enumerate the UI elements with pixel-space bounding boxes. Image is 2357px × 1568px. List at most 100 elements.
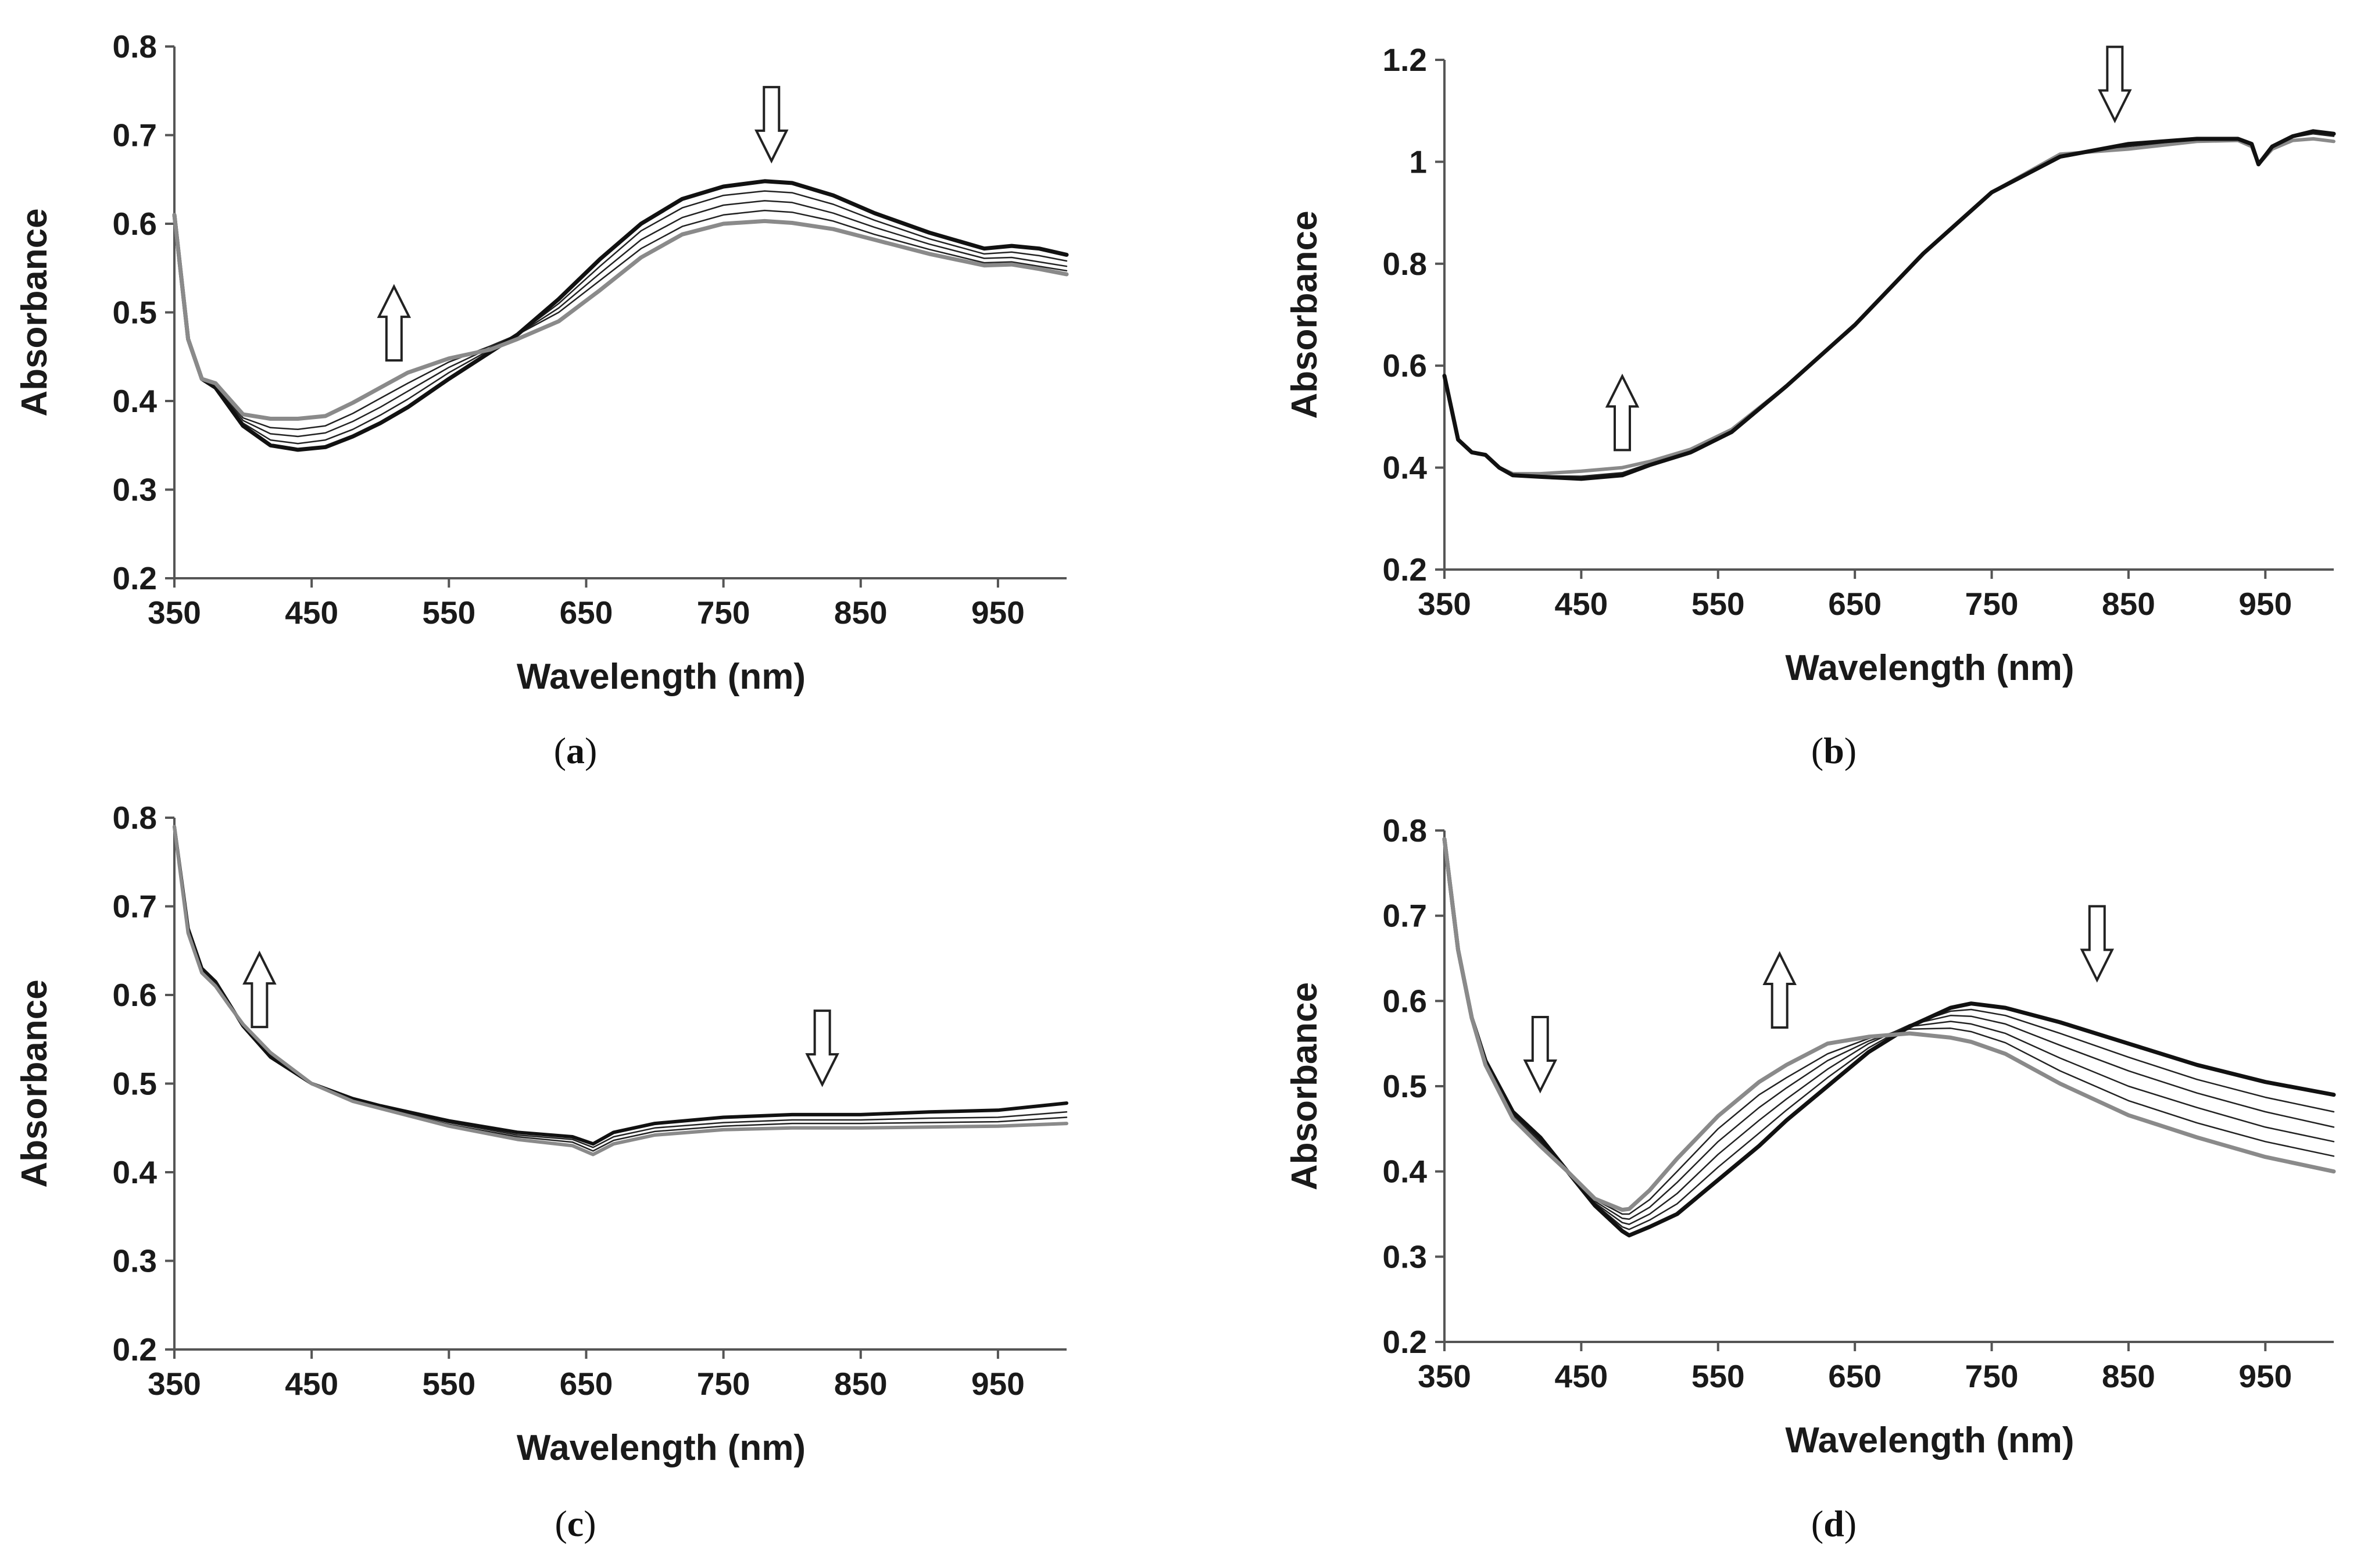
x-tick-label: 650 [1828, 1358, 1882, 1394]
y-tick-label: 0.4 [113, 1154, 158, 1190]
arrow-down-icon [1523, 1016, 1558, 1094]
series-line-initial [1442, 129, 2336, 481]
arrow-down-icon [805, 1009, 839, 1087]
y-tick-label: 0.2 [113, 560, 157, 596]
y-tick-label: 0.6 [1383, 348, 1427, 384]
x-tick-label: 450 [285, 1366, 338, 1402]
arrow-up-icon [242, 950, 277, 1029]
x-tick-label: 950 [971, 595, 1025, 631]
y-tick-label: 0.8 [1383, 812, 1427, 849]
y-tick-label: 0.8 [113, 28, 157, 65]
x-tick-label: 750 [1965, 586, 2019, 622]
x-axis-label: Wavelength (nm) [1785, 1420, 2074, 1460]
y-tick-label: 0.8 [1383, 246, 1427, 282]
series-line-t2 [1443, 838, 2335, 1225]
y-axis-label: Absorbance [15, 208, 55, 416]
series-line-initial [172, 179, 1069, 452]
y-tick-label: 0.3 [1383, 1238, 1427, 1275]
arrow-down-icon [2098, 45, 2132, 124]
arrow-up-icon [1762, 951, 1797, 1029]
arrow-down-icon [754, 85, 789, 164]
y-tick-label: 0.7 [113, 117, 157, 153]
y-tick-label: 0.7 [1383, 898, 1427, 934]
chart-svg: 0.2 0.3 0.4 0.5 0.6 0.7 0.8 350 450 550 650 750 850 9… [1285, 812, 2336, 1460]
x-tick-label: 550 [1691, 1358, 1745, 1394]
x-tick-label: 950 [2238, 1358, 2292, 1394]
arrow-up-icon [1605, 373, 1640, 452]
x-tick-label: 450 [1555, 586, 1608, 622]
series-line-final [172, 213, 1069, 421]
x-tick-label: 750 [697, 1366, 750, 1402]
series-line-t1 [173, 190, 1068, 445]
series-line-final [1443, 137, 2335, 476]
x-tick-label: 550 [422, 1366, 475, 1402]
series-line-initial [173, 825, 1068, 1146]
y-tick-label: 0.3 [113, 1243, 157, 1279]
chart-panel-d: 0.2 0.3 0.4 0.5 0.6 0.7 0.8 350 450 550 650 750 850 9… [1194, 784, 2357, 1568]
y-tick-label: 0.6 [113, 206, 157, 242]
x-tick-label: 350 [1418, 1358, 1471, 1394]
x-tick-label: 750 [697, 595, 750, 631]
chart-panel-c: 0.2 0.3 0.4 0.5 0.6 0.7 0.8 350 450 550 650 750 850 9… [0, 784, 1163, 1568]
y-tick-label: 1.2 [1383, 42, 1427, 78]
y-tick-label: 0.4 [1383, 450, 1428, 486]
x-axis-label: Wavelength (nm) [1785, 648, 2074, 688]
arrow-up-icon [377, 284, 412, 362]
series-line-t4 [1443, 838, 2335, 1215]
caption-c: (c) [555, 1503, 596, 1544]
x-tick-label: 650 [1828, 586, 1882, 622]
x-tick-label: 950 [2238, 586, 2292, 622]
x-tick-label: 950 [971, 1366, 1025, 1402]
caption-d: (d) [1811, 1503, 1857, 1544]
caption-a: (a) [553, 730, 598, 771]
x-tick-label: 350 [148, 595, 201, 631]
x-tick-label: 850 [834, 1366, 888, 1402]
y-tick-label: 0.2 [1383, 1324, 1427, 1360]
arrow-down-icon [2080, 905, 2115, 983]
x-axis-label: Wavelength (nm) [517, 1428, 806, 1468]
x-tick-label: 850 [834, 595, 888, 631]
series-line-t1 [173, 826, 1068, 1148]
series-line-t1 [1443, 133, 2335, 477]
x-tick-label: 450 [285, 595, 338, 631]
y-tick-label: 0.6 [113, 977, 157, 1013]
x-tick-label: 550 [1691, 586, 1745, 622]
y-tick-label: 0.7 [113, 889, 157, 925]
x-tick-label: 350 [148, 1366, 201, 1402]
series-line-t2 [173, 826, 1068, 1152]
y-tick-label: 0.5 [1383, 1068, 1427, 1104]
y-tick-label: 0.6 [1383, 983, 1427, 1019]
y-axis-label: Absorbance [15, 979, 55, 1187]
chart-svg: 0.2 0.4 0.6 0.8 1 1.2 350 450 550 650 750 850 950 Wav… [1285, 42, 2336, 688]
series-line-initial [1442, 837, 2336, 1238]
x-tick-label: 850 [2102, 586, 2155, 622]
x-tick-label: 750 [1965, 1358, 2019, 1394]
x-tick-label: 350 [1418, 586, 1471, 622]
y-tick-label: 0.5 [113, 1066, 157, 1102]
chart-panel-b: 0.2 0.4 0.6 0.8 1 1.2 350 450 550 650 750 850 950 Wav… [1194, 0, 2357, 756]
y-axis-label: Absorbance [1285, 210, 1325, 418]
y-axis-label: Absorbance [1285, 982, 1325, 1190]
x-axis-label: Wavelength (nm) [517, 657, 806, 697]
x-tick-label: 450 [1555, 1358, 1608, 1394]
y-tick-label: 0.8 [113, 800, 157, 836]
x-tick-label: 650 [560, 595, 613, 631]
x-tick-label: 550 [422, 595, 475, 631]
chart-svg: 0.2 0.3 0.4 0.5 0.6 0.7 0.8 350 450 550 650 750 850 9… [15, 28, 1069, 697]
series-line-t3 [1443, 838, 2335, 1220]
series-line-final [1442, 837, 2336, 1212]
chart-panel-a: 0.2 0.3 0.4 0.5 0.6 0.7 0.8 350 450 550 650 750 850 9… [0, 0, 1163, 756]
y-tick-label: 0.2 [1383, 552, 1427, 588]
y-tick-label: 0.2 [113, 1331, 157, 1367]
x-tick-label: 650 [560, 1366, 613, 1402]
y-tick-label: 0.4 [113, 383, 158, 419]
y-tick-label: 0.5 [113, 295, 157, 331]
caption-b: (b) [1811, 730, 1857, 771]
chart-svg: 0.2 0.3 0.4 0.5 0.6 0.7 0.8 350 450 550 650 750 850 9… [15, 800, 1068, 1468]
y-tick-label: 1 [1409, 144, 1427, 180]
y-tick-label: 0.4 [1383, 1154, 1428, 1190]
series-line-final [173, 825, 1068, 1157]
series-line-t2 [173, 200, 1068, 438]
x-tick-label: 850 [2102, 1358, 2155, 1394]
